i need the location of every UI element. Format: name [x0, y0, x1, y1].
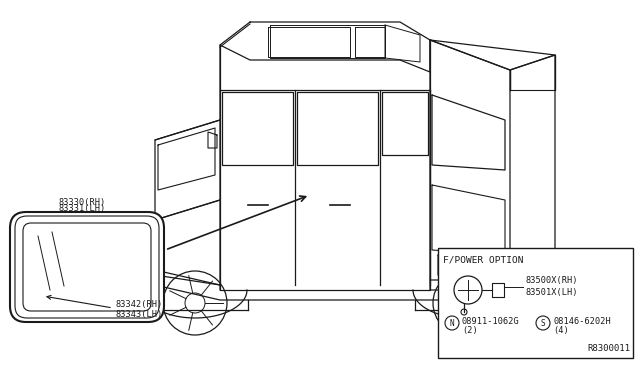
Text: (2): (2): [462, 327, 477, 336]
Text: 08911-1062G: 08911-1062G: [462, 317, 520, 326]
Text: 83330(RH): 83330(RH): [58, 198, 106, 207]
Text: 83500X(RH): 83500X(RH): [525, 276, 577, 285]
FancyBboxPatch shape: [10, 212, 164, 322]
Text: S: S: [541, 318, 545, 327]
Bar: [438, 248, 633, 358]
Text: 83343(LH): 83343(LH): [115, 311, 163, 320]
Text: 83501X(LH): 83501X(LH): [525, 288, 577, 296]
Text: N: N: [450, 318, 454, 327]
Text: (4): (4): [553, 327, 569, 336]
Text: 83331(LH): 83331(LH): [58, 204, 106, 213]
Text: 08146-6202H: 08146-6202H: [553, 317, 611, 326]
Text: 83342(RH): 83342(RH): [115, 301, 163, 310]
Text: R8300011: R8300011: [587, 344, 630, 353]
Text: F/POWER OPTION: F/POWER OPTION: [443, 256, 524, 264]
